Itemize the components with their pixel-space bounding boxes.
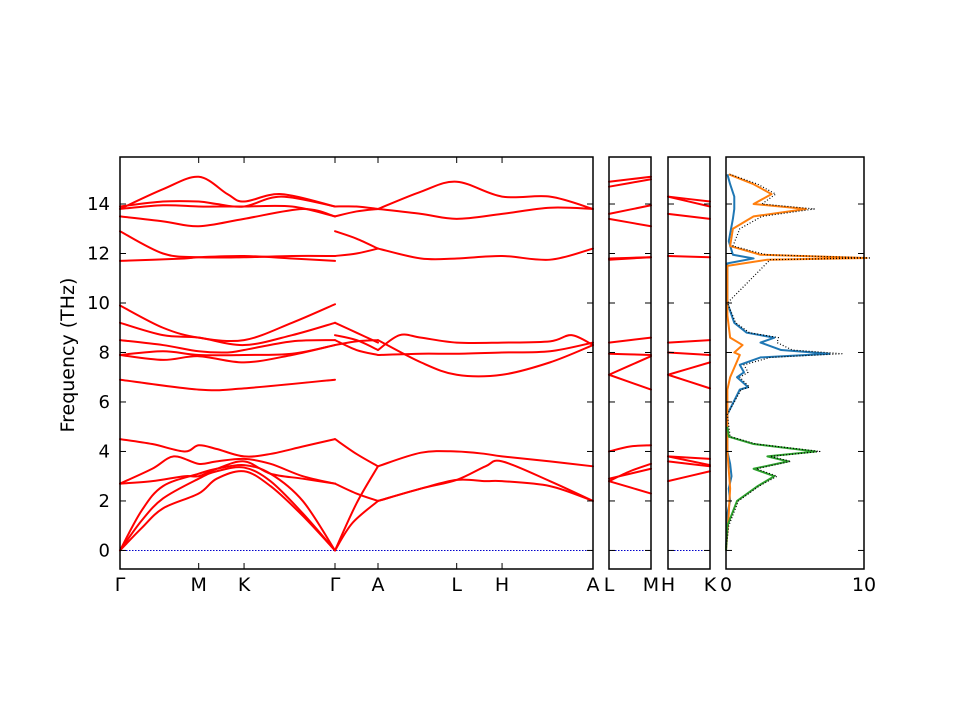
panel-frame [119,156,594,570]
band-line [334,499,379,552]
y-tick-label: 0 [99,540,110,561]
x-tick-label: Γ [115,574,126,596]
x-tick-label: L [451,574,462,596]
band-line [119,303,336,343]
band-line [608,462,652,483]
x-tick-label: L [604,574,615,596]
band-line [608,444,652,453]
band-line [119,195,336,208]
y-tick-label: 6 [99,392,110,413]
dos-panel-frame [725,156,865,570]
y-tick-label: 10 [87,293,110,314]
band-line [377,450,594,468]
band-line [334,482,379,502]
band-line [377,247,594,261]
band-line [377,459,594,502]
y-tick-label: 12 [87,244,110,265]
band-line [377,180,594,210]
band-line [377,339,594,378]
band-line [377,333,594,352]
band-line [119,460,336,485]
band-line [334,230,379,250]
y-tick-label: 8 [99,342,110,363]
x-tick-label: H [661,574,675,596]
band-line [667,373,711,390]
band-line [119,321,336,347]
band-line [119,466,336,552]
band-line [119,344,336,364]
dos-curve [725,173,868,551]
band-line [334,321,379,344]
band-line [119,339,336,354]
band-line [608,373,652,391]
band-line [608,352,652,356]
band-line [334,207,379,218]
axes-frames [119,156,865,570]
band-line [119,207,336,228]
band-line [608,204,652,215]
x-tick-label: K [238,574,251,596]
y-tick-label: 14 [87,194,110,215]
x-tick-label: H [495,574,509,596]
band-line [119,378,336,392]
band-line [119,470,336,552]
band-line [667,339,711,344]
band-line [608,480,652,495]
dos-curve [725,174,831,551]
band-line [667,470,711,483]
x-tick-label: A [587,574,600,596]
band-line [334,465,379,552]
phonon-bands [119,175,711,552]
band-line [667,460,711,468]
y-tick-label: 4 [99,441,110,462]
density-of-states [725,173,872,551]
band-line [667,455,711,460]
band-line [377,341,594,356]
band-line [334,205,379,210]
band-line [119,175,336,210]
band-line [667,254,711,259]
band-line [119,204,336,218]
x-tick-label: M [190,574,206,596]
band-line [667,212,711,220]
x-tick-label: M [643,574,659,596]
band-line [667,361,711,376]
band-line [608,467,652,480]
dos-curve [725,426,817,551]
band-line [608,178,652,188]
band-line [667,195,711,203]
band-line [334,339,379,356]
band-line [119,438,336,458]
band-line [608,355,652,376]
band-line [334,438,379,468]
band-line [667,351,711,356]
band-line [119,344,336,357]
band-line [608,256,652,260]
band-line [119,455,336,485]
band-line [119,230,336,259]
band-line [377,206,594,220]
band-line [608,217,652,228]
band-line [119,254,336,262]
dos-x-tick-label: 0 [720,574,732,596]
band-line [608,175,652,183]
band-line [377,478,594,502]
band-line [608,336,652,344]
panel-frame [667,156,711,570]
y-tick-label: 2 [99,491,110,512]
x-tick-label: A [372,574,385,596]
band-line [334,247,379,257]
y-axis-label: Frequency (THz) [57,278,79,433]
panel-frame [608,156,652,570]
dos-x-tick-label: 10 [852,574,876,596]
x-tick-label: K [704,574,717,596]
x-tick-label: Γ [330,574,341,596]
band-line [334,334,379,352]
dos-curve [725,173,872,551]
